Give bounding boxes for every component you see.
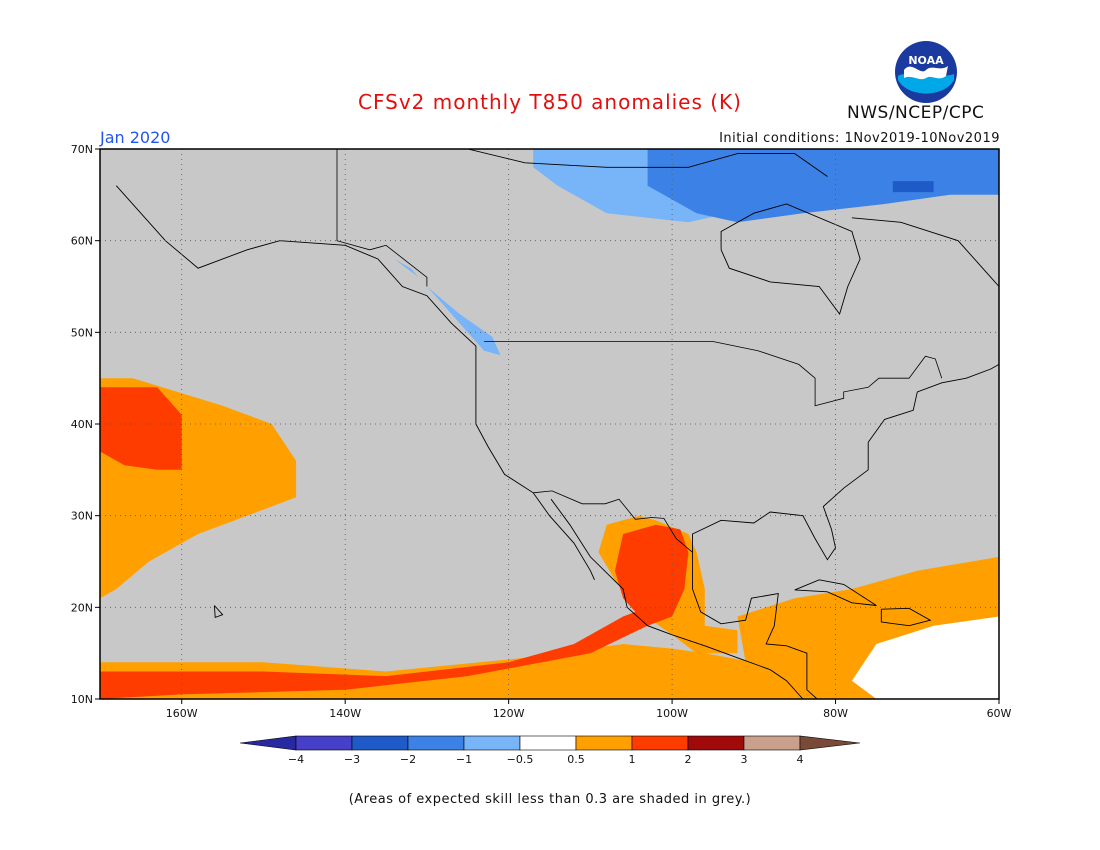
lat-tick-label: 20N xyxy=(71,601,93,614)
lat-tick-label: 50N xyxy=(71,326,93,339)
colorbar: −4 −3 −2 −1 −0.5 0.5 1 2 3 4 xyxy=(239,735,861,766)
coast-canadian-arctic xyxy=(467,149,828,177)
lon-tick-label: 140W xyxy=(329,707,361,720)
border-alaska-canada-border xyxy=(336,149,428,287)
colorbar-label: 1 xyxy=(629,753,636,766)
coast-hispaniola xyxy=(880,607,932,627)
coast-yucatan-coast xyxy=(692,552,818,699)
colorbar-label: 0.5 xyxy=(567,753,585,766)
coast-gulf-of-california-east xyxy=(550,498,804,699)
border-us-mexico-border xyxy=(533,490,693,553)
colorbar-label: −2 xyxy=(400,753,416,766)
lat-tick-label: 70N xyxy=(71,143,93,156)
lat-tick-label: 30N xyxy=(71,510,93,523)
colorbar-label: 2 xyxy=(685,753,692,766)
colorbar-label: 4 xyxy=(797,753,804,766)
coast-labrador xyxy=(851,217,999,333)
agency-label: NWS/NCEP/CPC xyxy=(847,103,985,123)
lon-tick-label: 100W xyxy=(656,707,688,720)
border-us-canada-border xyxy=(484,341,943,407)
region-north-canada-cold xyxy=(647,149,999,223)
colorbar-swatch xyxy=(575,735,633,751)
noaa-logo: NOAA xyxy=(894,40,958,104)
colorbar-swatch xyxy=(519,735,577,751)
lat-tick-label: 40N xyxy=(71,418,93,431)
lat-tick-label: 10N xyxy=(71,693,93,706)
region-caribbean-near-normal xyxy=(851,616,999,699)
lon-tick-label: 60W xyxy=(987,707,1012,720)
graticule xyxy=(100,149,999,699)
colorbar-label: 3 xyxy=(741,753,748,766)
lon-tick-label: 80W xyxy=(823,707,848,720)
colorbar-left-arrow xyxy=(239,735,297,751)
coast-hudson-bay xyxy=(720,203,861,315)
coast-hawaii xyxy=(213,605,224,619)
skill-footnote: (Areas of expected skill less than 0.3 a… xyxy=(348,792,752,807)
region-british-columbia-coast-cold xyxy=(394,259,501,356)
initial-conditions: Initial conditions: 1Nov2019-10Nov2019 xyxy=(719,131,1000,146)
region-tropical-pacific-warm-core xyxy=(100,607,648,699)
colorbar-label: −1 xyxy=(456,753,472,766)
colorbar-label: −3 xyxy=(344,753,360,766)
forecast-month: Jan 2020 xyxy=(100,128,171,147)
colorbar-swatch xyxy=(631,735,689,751)
lon-tick-label: 120W xyxy=(493,707,525,720)
colorbar-label: −4 xyxy=(288,753,304,766)
noaa-logo-text: NOAA xyxy=(908,54,944,67)
colorbar-swatch xyxy=(687,735,745,751)
coastlines xyxy=(115,149,999,699)
region-mexico-warm-core xyxy=(614,524,689,626)
colorbar-swatch xyxy=(743,735,801,751)
colorbar-swatch xyxy=(351,735,409,751)
lat-tick-label: 60N xyxy=(71,235,93,248)
region-hudson-strait-cold xyxy=(892,181,934,193)
colorbar-swatch xyxy=(463,735,521,751)
lon-tick-label: 160W xyxy=(166,707,198,720)
colorbar-swatch xyxy=(407,735,465,751)
colorbar-swatch xyxy=(295,735,353,751)
chart-title: CFSv2 monthly T850 anomalies (K) xyxy=(358,90,742,114)
axis-ticks: 70N 60N 50N 40N 30N 20N 10N 160W 140W 120W 100W 80W… xyxy=(71,143,1012,720)
coast-gulf-of-mexico-coast xyxy=(692,364,999,561)
colorbar-right-arrow xyxy=(799,735,861,751)
region-pacific-warm-core xyxy=(100,387,182,470)
coast-cuba xyxy=(794,579,877,606)
colorbar-label: −0.5 xyxy=(507,753,534,766)
coast-north-america-west-coast xyxy=(115,185,595,580)
